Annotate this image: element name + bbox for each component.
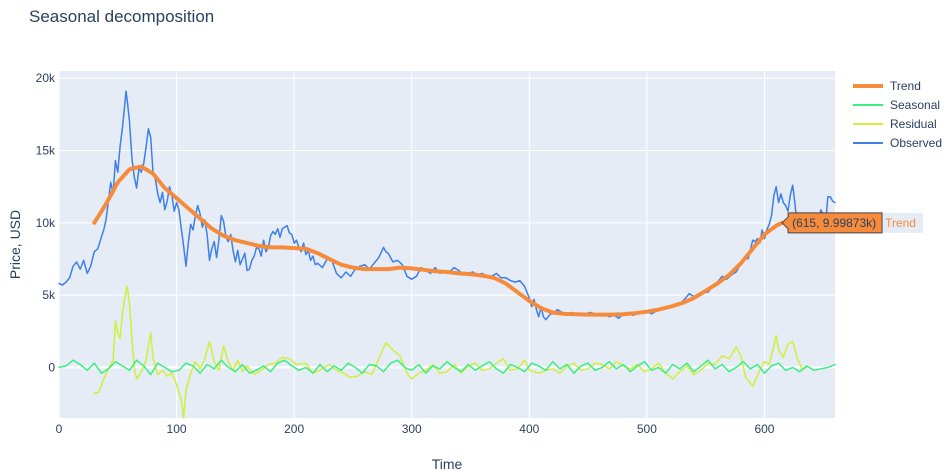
legend-label: Seasonal	[890, 98, 940, 112]
x-tick-label: 400	[519, 422, 539, 436]
y-axis-title: Price, USD	[7, 210, 23, 279]
gridlines	[58, 71, 835, 418]
legend-item-seasonal[interactable]: Seasonal	[853, 98, 940, 112]
hover-tooltip: (615, 9.99873k) Trend	[781, 212, 924, 234]
legend-item-observed[interactable]: Observed	[853, 136, 942, 150]
legend-item-trend[interactable]: Trend	[853, 79, 921, 93]
x-axis-ticks: 0 100 200 300 400 500 600	[56, 422, 775, 436]
x-tick-label: 600	[754, 422, 774, 436]
x-tick-label: 500	[637, 422, 657, 436]
chart-title: Seasonal decomposition	[29, 7, 214, 26]
y-tick-label: 15k	[36, 144, 56, 158]
hover-box	[781, 212, 883, 234]
x-tick-label: 200	[284, 422, 304, 436]
series-lines	[58, 90, 836, 419]
y-tick-label: 0	[48, 360, 55, 374]
hover-value: (615, 9.99873k)	[792, 216, 876, 230]
y-tick-label: 20k	[36, 71, 56, 85]
y-tick-label: 5k	[42, 288, 56, 302]
series-line-seasonal[interactable]	[58, 359, 836, 376]
legend-label: Trend	[890, 79, 921, 93]
legend[interactable]: Trend Seasonal Residual Observed	[853, 79, 942, 150]
x-tick-label: 0	[56, 422, 63, 436]
series-line-observed[interactable]	[58, 90, 836, 321]
y-tick-label: 10k	[36, 216, 56, 230]
hover-series-name: Trend	[885, 216, 916, 230]
legend-item-residual[interactable]: Residual	[853, 117, 937, 131]
x-tick-label: 100	[167, 422, 187, 436]
series-line-trend[interactable]	[92, 164, 785, 317]
hover-name-bg	[883, 212, 924, 233]
legend-label: Residual	[890, 117, 937, 131]
x-tick-label: 300	[402, 422, 422, 436]
y-axis-ticks: 0 5k 10k 15k 20k	[36, 71, 56, 374]
series-line-residual[interactable]	[93, 285, 808, 419]
legend-label: Observed	[890, 136, 942, 150]
x-axis-title: Time	[432, 456, 463, 472]
